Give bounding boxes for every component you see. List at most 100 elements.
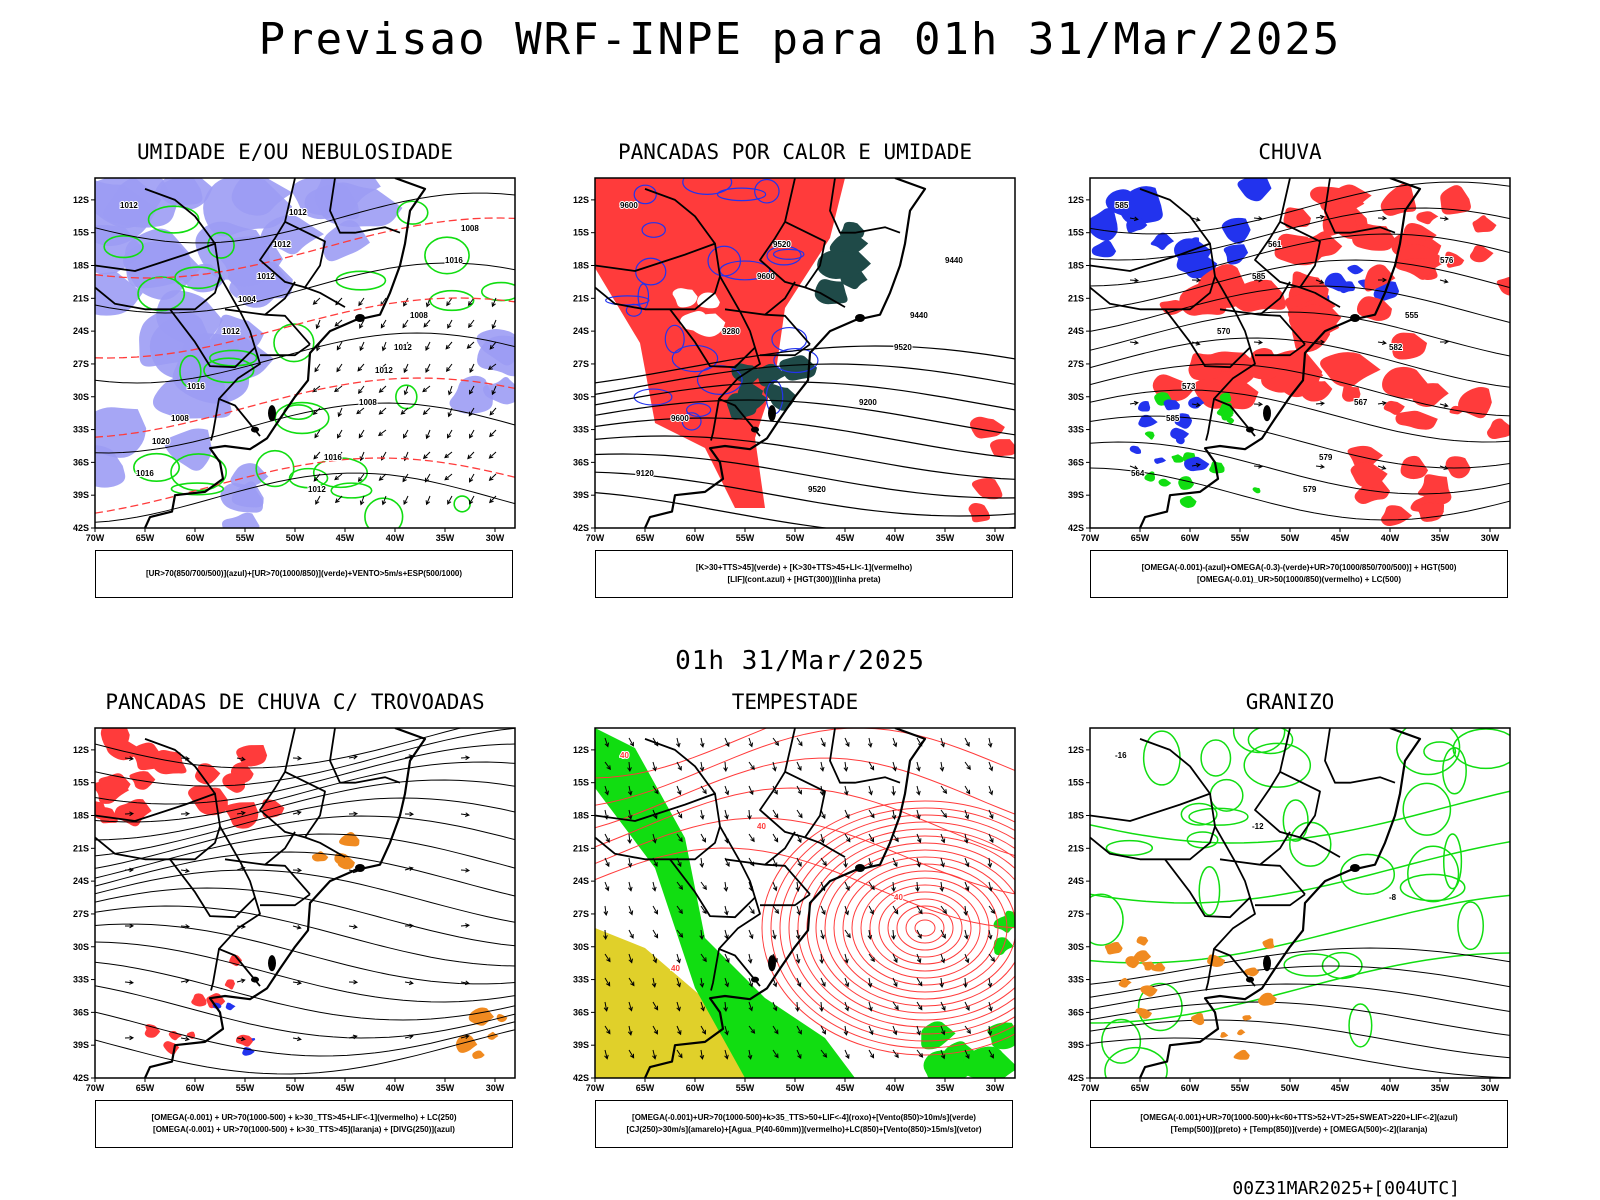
panel-legend: [K>30+TTS>45](verde) + [K>30+TTS>45+LI<-… [595,550,1013,598]
streamline-arrow [404,923,415,929]
wind-vector [469,429,475,439]
humidity-blue-area [260,215,324,255]
rain-red-area [1472,215,1497,233]
rain-green-area [1179,495,1197,508]
wind-vector [603,1001,609,1012]
wind-vector [488,473,497,481]
humidity-green-contour [396,200,429,225]
wind-vector [358,429,365,439]
precip-water-contour [842,863,1008,993]
rain-red-area [1395,410,1438,430]
map-plot: 40 40 40 40 70W 65W 60W 55W 50W 45W 40W 35W 30W 12S 15… [573,727,1016,1093]
contour-label: 576 [1440,256,1454,265]
thunderstorm-red-area [98,773,131,797]
wind-vector [892,857,898,868]
lifted-index-contour [716,187,767,202]
wind-vector [400,407,409,415]
rain-green-area [1252,487,1261,494]
legend-line: [Temp(500)](preto) + [Temp(850)](verde) … [1170,1125,1428,1134]
wind-vector [359,341,365,352]
country-border [218,897,261,987]
wind-vector [916,761,921,772]
y-tick-label: 15S [1068,228,1084,238]
country-border [669,825,756,919]
country-border [169,825,256,919]
instability-green-area [763,384,797,411]
temp500-contour [1090,1001,1510,1036]
temp850-contour [1423,741,1457,762]
wind-vector [652,1001,659,1011]
wind-vector [748,1025,756,1034]
wind-vector [604,977,611,987]
temp850-contour [1442,746,1467,795]
temp500-contour [1090,947,1510,985]
x-tick-label: 60W [1181,533,1200,543]
country-border [784,220,826,288]
panel-title: GRANIZO [1245,690,1335,714]
contour-label: 9440 [910,311,928,320]
streamline-arrow [1377,277,1388,283]
country-border [1219,831,1291,866]
wind-vector [676,785,682,796]
wind-vector [891,881,896,892]
wind-vector [916,857,921,868]
wind-vector [604,761,611,771]
wind-vector [699,857,705,868]
wind-vector [401,341,409,350]
wind-vector [772,929,777,940]
wind-vector [796,857,802,867]
wind-vector [867,929,873,940]
country-border [1324,728,1396,784]
wind-vector [469,473,475,483]
instability-red-area [990,439,1015,457]
lifted-index-contour [754,178,780,204]
streamline-arrow [292,755,303,761]
omega-orange-area [1257,992,1277,1006]
country-border [1219,281,1291,316]
x-tick-label: 30W [986,1083,1005,1093]
x-tick-label: 70W [86,533,105,543]
rain-green-area [1219,392,1232,404]
humidity-blue-area [95,407,147,458]
wind-vector [988,881,993,892]
wind-vector [652,905,659,915]
streamline-250 [95,941,515,1003]
contour-label: 1008 [410,311,428,320]
x-tick-label: 40W [1381,1083,1400,1093]
panel-legend: [UR>70(850/700/500)](azul)+[UR>70(1000/8… [95,550,513,598]
wind-vector [380,319,387,329]
clear-area [697,292,720,309]
temp850-contour [1090,840,1510,904]
streamline-arrow [292,1036,302,1042]
wind-vector [795,953,801,964]
coastline [644,728,927,1078]
streamline-arrow [180,868,190,874]
streamline-arrow [1253,401,1264,407]
humidity-green-contour [364,497,404,528]
y-tick-label: 33S [573,975,589,985]
y-tick-label: 18S [1068,261,1084,271]
map-layers: 1012 1012 1012 1008 1012 1016 1012 1008 1016 1012… [95,178,515,528]
map-frame [1089,177,1511,529]
contour-label: 585 [1115,201,1129,210]
contour-label: 1008 [461,224,479,233]
country-border [259,178,346,308]
humidity-green-contour [330,482,373,499]
wind-vector [381,495,387,506]
wind-vector [336,341,343,351]
rain-blue-area [1223,244,1249,265]
lagoon-marker [1263,955,1271,972]
humidity-green-contour [170,482,225,496]
precip-water-contour [779,814,1015,1042]
temp850-contour [1105,839,1154,857]
y-tick-label: 24S [73,876,89,886]
wind-vector [491,319,497,330]
wind-vector [940,905,947,915]
country-border [784,770,826,838]
wind-vector [844,929,851,939]
coastline [644,178,927,528]
country-border [829,178,901,234]
wind-vector [916,833,922,844]
wind-vector [892,761,897,772]
humidity-blue-area [476,329,515,366]
